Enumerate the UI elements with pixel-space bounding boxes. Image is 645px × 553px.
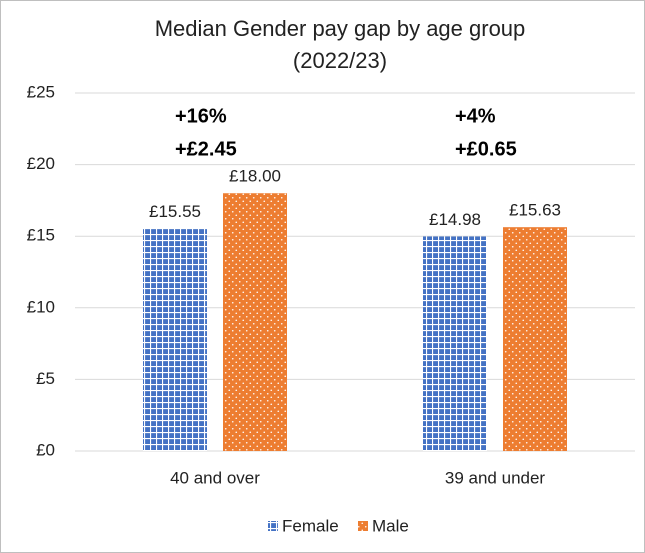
legend-swatch xyxy=(268,521,278,531)
y-tick-label: £5 xyxy=(36,369,55,388)
x-tick-label: 40 and over xyxy=(170,468,260,487)
legend-label: Male xyxy=(372,516,409,535)
data-label: £15.63 xyxy=(509,201,561,220)
data-label: £14.98 xyxy=(429,210,481,229)
bar xyxy=(143,228,207,451)
annotation: +16% xyxy=(175,105,227,127)
annotation: +£0.65 xyxy=(455,138,517,160)
bar xyxy=(223,193,287,452)
annotation: +£2.45 xyxy=(175,138,237,160)
bar xyxy=(503,227,567,451)
legend-label: Female xyxy=(282,516,339,535)
annotation: +4% xyxy=(455,105,496,127)
y-tick-label: £0 xyxy=(36,440,55,459)
x-tick-label: 39 and under xyxy=(445,468,546,487)
y-tick-label: £20 xyxy=(27,154,55,173)
bar xyxy=(423,236,487,451)
y-tick-label: £10 xyxy=(27,297,55,316)
legend-swatch xyxy=(358,521,368,531)
data-label: £15.55 xyxy=(149,202,201,221)
y-tick-label: £25 xyxy=(27,82,55,101)
y-tick-label: £15 xyxy=(27,226,55,245)
chart-subtitle: (2022/23) xyxy=(293,48,387,73)
chart-title: Median Gender pay gap by age group xyxy=(155,16,526,41)
data-label: £18.00 xyxy=(229,167,281,186)
